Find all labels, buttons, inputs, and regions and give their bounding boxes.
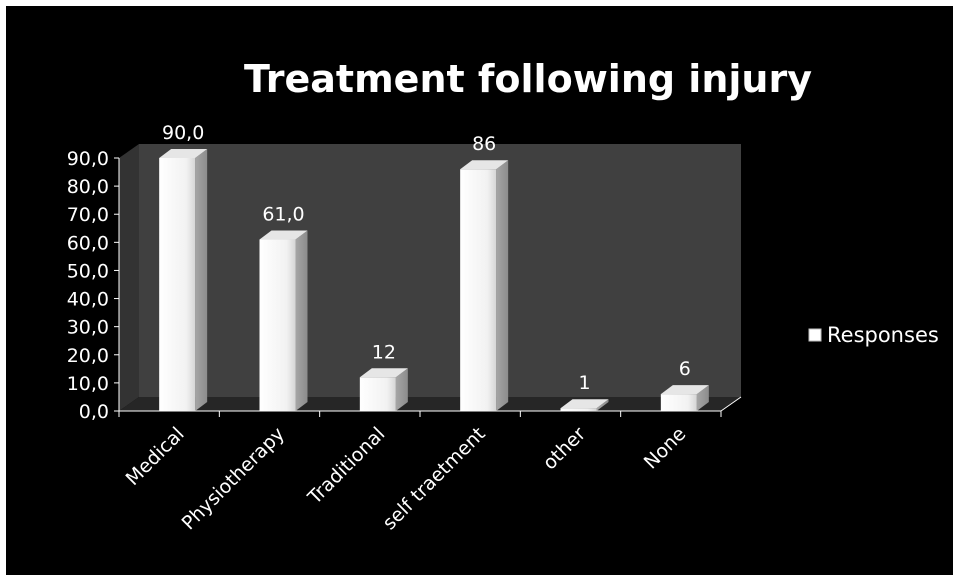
bar-front: [259, 239, 296, 411]
bar: [660, 385, 709, 411]
data-label: 6: [679, 358, 691, 380]
bar-top: [159, 149, 208, 158]
bar-top: [359, 368, 408, 378]
chart-frame: Treatment following injury 0,0 10,0 20,0 30…: [6, 6, 953, 575]
data-label: 61,0: [262, 204, 304, 226]
category-label: Medical: [122, 423, 189, 490]
bar-side: [195, 149, 208, 411]
y-tick-label: 80,0: [67, 176, 109, 198]
data-label: 86: [472, 133, 496, 155]
bar-side: [496, 160, 509, 411]
plot-walls: [118, 144, 742, 412]
chart-svg: Treatment following injury 0,0 10,0 20,0 30…: [67, 57, 939, 534]
y-tick-label: 40,0: [67, 289, 109, 311]
bar: [560, 399, 609, 411]
bar: [159, 149, 208, 411]
bar: [359, 368, 408, 411]
category-label: other: [539, 423, 590, 474]
legend-label: Responses: [827, 323, 939, 347]
y-tick-label: 30,0: [67, 317, 109, 339]
floor: [119, 397, 741, 411]
back-wall: [139, 144, 741, 397]
bars: [159, 149, 709, 411]
data-label: 12: [372, 341, 396, 363]
category-label: Traditional: [303, 423, 389, 509]
bar: [259, 230, 308, 411]
bar: [460, 160, 509, 411]
data-label: 1: [578, 372, 590, 394]
bar-side: [696, 385, 709, 411]
bar-side: [596, 399, 609, 411]
bar-front: [460, 169, 497, 411]
bar-top: [560, 399, 609, 409]
y-tick-label: 10,0: [67, 373, 109, 395]
y-tick-label: 70,0: [67, 204, 109, 226]
y-tick-label: 90,0: [67, 148, 109, 170]
y-tick-label: 50,0: [67, 260, 109, 282]
chart-title: Treatment following injury: [244, 57, 812, 101]
data-labels: 90,0 61,0 12 86 1 6: [162, 122, 691, 394]
data-label: 90,0: [162, 122, 204, 144]
bar-front: [359, 377, 396, 411]
legend-swatch: [808, 328, 822, 342]
bar-top: [259, 230, 308, 240]
y-tick-label: 0,0: [79, 401, 109, 423]
bar-top: [460, 160, 509, 170]
side-wall: [119, 144, 139, 411]
bar-front: [560, 408, 597, 411]
x-axis-depth-line: [720, 396, 742, 412]
category-label: self traetment: [378, 423, 489, 534]
bar-front: [159, 158, 196, 411]
category-label: None: [640, 423, 691, 474]
y-tick-label: 20,0: [67, 345, 109, 367]
y-axis-ticks: 0,0 10,0 20,0 30,0 40,0 50,0 60,0 70,0 80,0 90,0: [67, 148, 119, 423]
legend: Responses: [808, 323, 939, 347]
bar-top: [660, 385, 709, 395]
bar-side: [395, 368, 408, 411]
bar-side: [295, 230, 308, 411]
bar-front: [660, 394, 697, 411]
category-label: Physiotherapy: [178, 423, 289, 534]
y-tick-label: 60,0: [67, 232, 109, 254]
